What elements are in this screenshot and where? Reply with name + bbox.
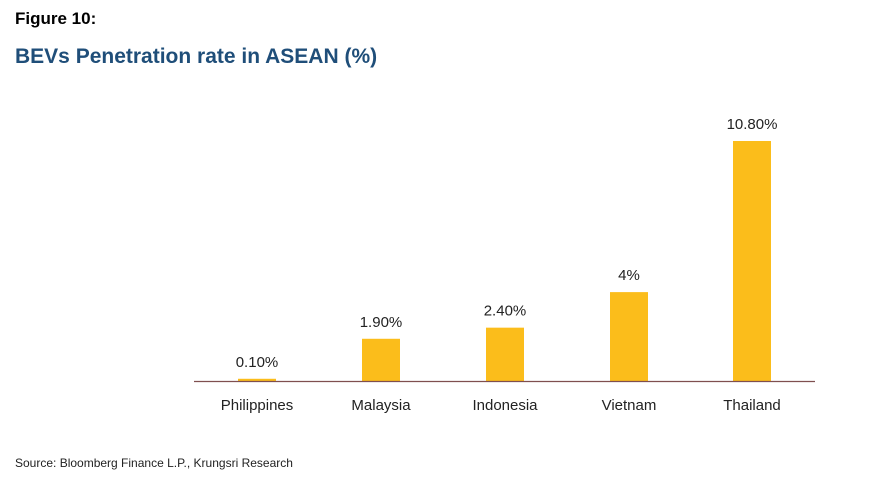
chart-title: BEVs Penetration rate in ASEAN (%) [15,45,378,68]
data-label-vietnam: 4% [618,267,640,284]
bar-malaysia [362,338,400,381]
category-label-philippines: Philippines [221,397,294,414]
bar-chart: 0.10% 1.90% 2.40% 4% 10.80% Philippines Malay… [194,116,815,414]
bar-indonesia [486,327,524,381]
source-note: Source: Bloomberg Finance L.P., Krungsri… [15,456,293,470]
category-label-malaysia: Malaysia [351,397,411,414]
category-label-group: Philippines Malaysia Indonesia Vietnam Thail… [221,397,781,414]
category-label-thailand: Thailand [723,397,781,414]
bar-philippines [238,378,276,381]
data-label-thailand: 10.80% [727,116,778,133]
figure-label: Figure 10: [15,9,97,28]
category-label-vietnam: Vietnam [602,397,657,414]
bar-vietnam [610,292,648,381]
data-label-group: 0.10% 1.90% 2.40% 4% 10.80% [236,116,778,371]
data-label-malaysia: 1.90% [360,314,403,331]
bar-group [238,141,771,381]
bar-thailand [733,141,771,381]
data-label-philippines: 0.10% [236,354,279,371]
category-label-indonesia: Indonesia [472,397,538,414]
data-label-indonesia: 2.40% [484,303,527,320]
